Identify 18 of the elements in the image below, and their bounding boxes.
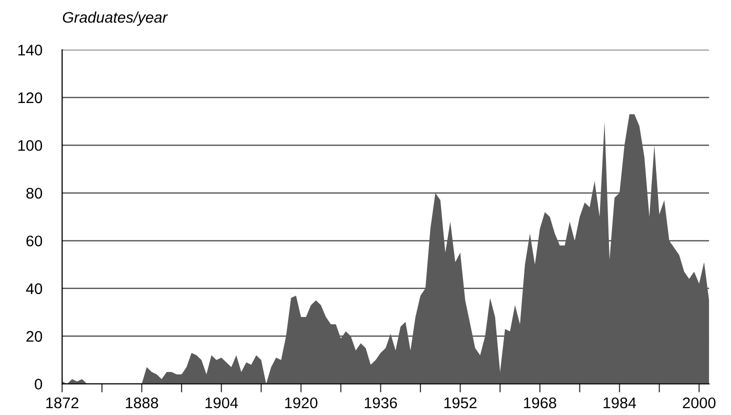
y-tick-label: 80 — [26, 188, 42, 199]
y-tick-label: 0 — [34, 378, 42, 390]
x-tick-label: 1952 — [444, 397, 476, 408]
x-tick-label: 1888 — [126, 397, 158, 408]
y-axis-title: Graduates/year — [62, 12, 168, 26]
y-tick-label: 20 — [26, 331, 42, 342]
y-tick-label: 120 — [18, 92, 42, 104]
x-tick-label: 1920 — [285, 397, 318, 408]
y-tick-label: 60 — [26, 236, 42, 246]
y-tick-label: 140 — [18, 44, 42, 56]
x-tick-label: 1872 — [46, 397, 78, 408]
x-tick-label: 1968 — [524, 397, 556, 408]
x-tick-label: 1936 — [364, 397, 397, 408]
x-tick-label: 1904 — [206, 397, 238, 408]
y-tick-label: 40 — [26, 283, 42, 294]
y-tick-label: 100 — [18, 140, 42, 151]
x-tick-label: 2000 — [682, 397, 716, 408]
x-tick-label: 1984 — [604, 397, 636, 408]
